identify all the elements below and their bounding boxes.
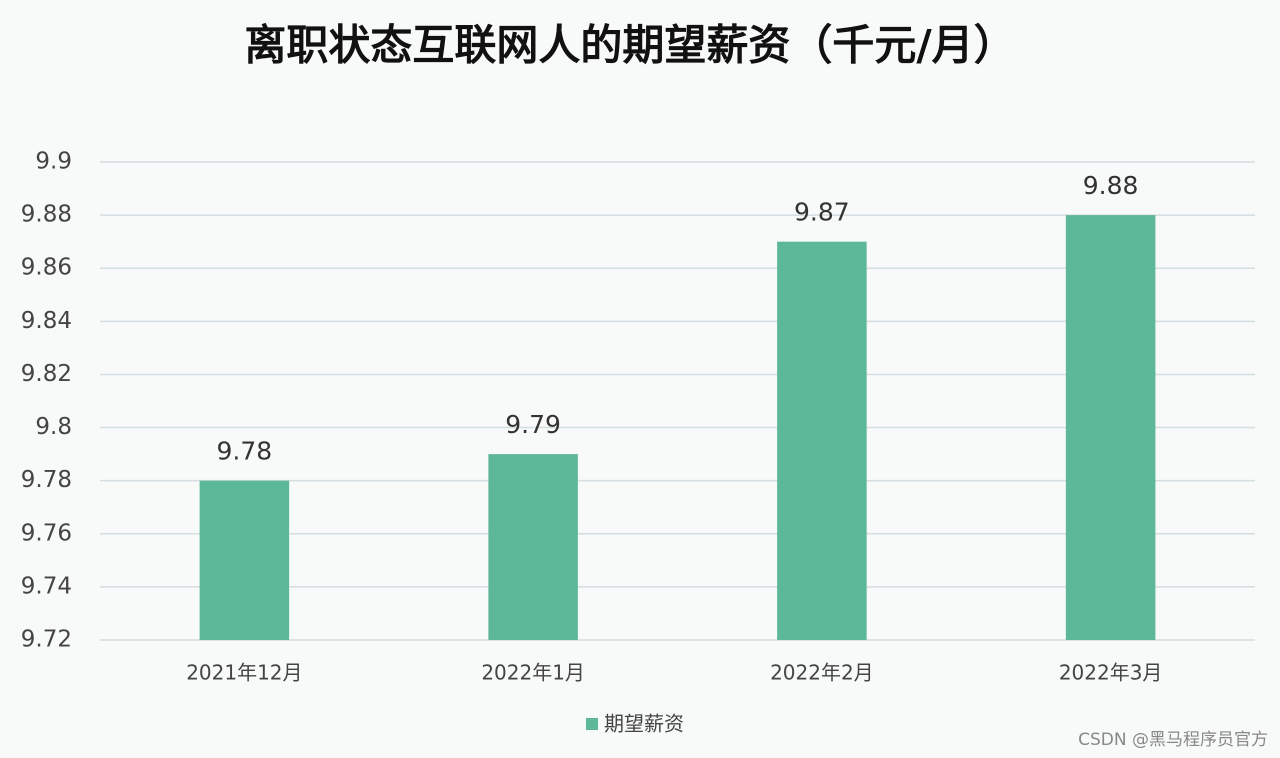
y-tick-label: 9.72 — [21, 627, 72, 653]
y-tick-label: 9.8 — [35, 414, 72, 440]
y-tick-label: 9.84 — [21, 308, 72, 334]
x-tick-label: 2022年2月 — [770, 661, 874, 685]
x-tick-label: 2022年1月 — [481, 661, 585, 685]
x-tick-label: 2022年3月 — [1059, 661, 1163, 685]
legend-label: 期望薪资 — [604, 712, 684, 736]
y-tick-label: 9.9 — [35, 149, 72, 175]
y-tick-label: 9.88 — [21, 202, 72, 228]
watermark: CSDN @黑马程序员官方 — [1078, 730, 1268, 750]
data-label: 9.88 — [1083, 171, 1139, 200]
bar — [199, 480, 290, 640]
data-label: 9.78 — [217, 437, 273, 466]
bar — [777, 241, 867, 640]
y-tick-label: 9.78 — [21, 467, 72, 493]
chart-title: 离职状态互联网人的期望薪资（千元/月） — [244, 21, 1015, 70]
data-label: 9.79 — [505, 410, 561, 439]
y-tick-label: 9.76 — [21, 520, 72, 546]
bar — [488, 454, 578, 640]
y-tick-label: 9.82 — [21, 361, 72, 387]
data-label: 9.87 — [794, 198, 850, 227]
bar — [1065, 215, 1156, 640]
y-tick-label: 9.74 — [21, 573, 72, 599]
y-tick-label: 9.86 — [21, 255, 72, 281]
x-tick-label: 2021年12月 — [186, 661, 302, 685]
legend-swatch — [586, 718, 598, 730]
